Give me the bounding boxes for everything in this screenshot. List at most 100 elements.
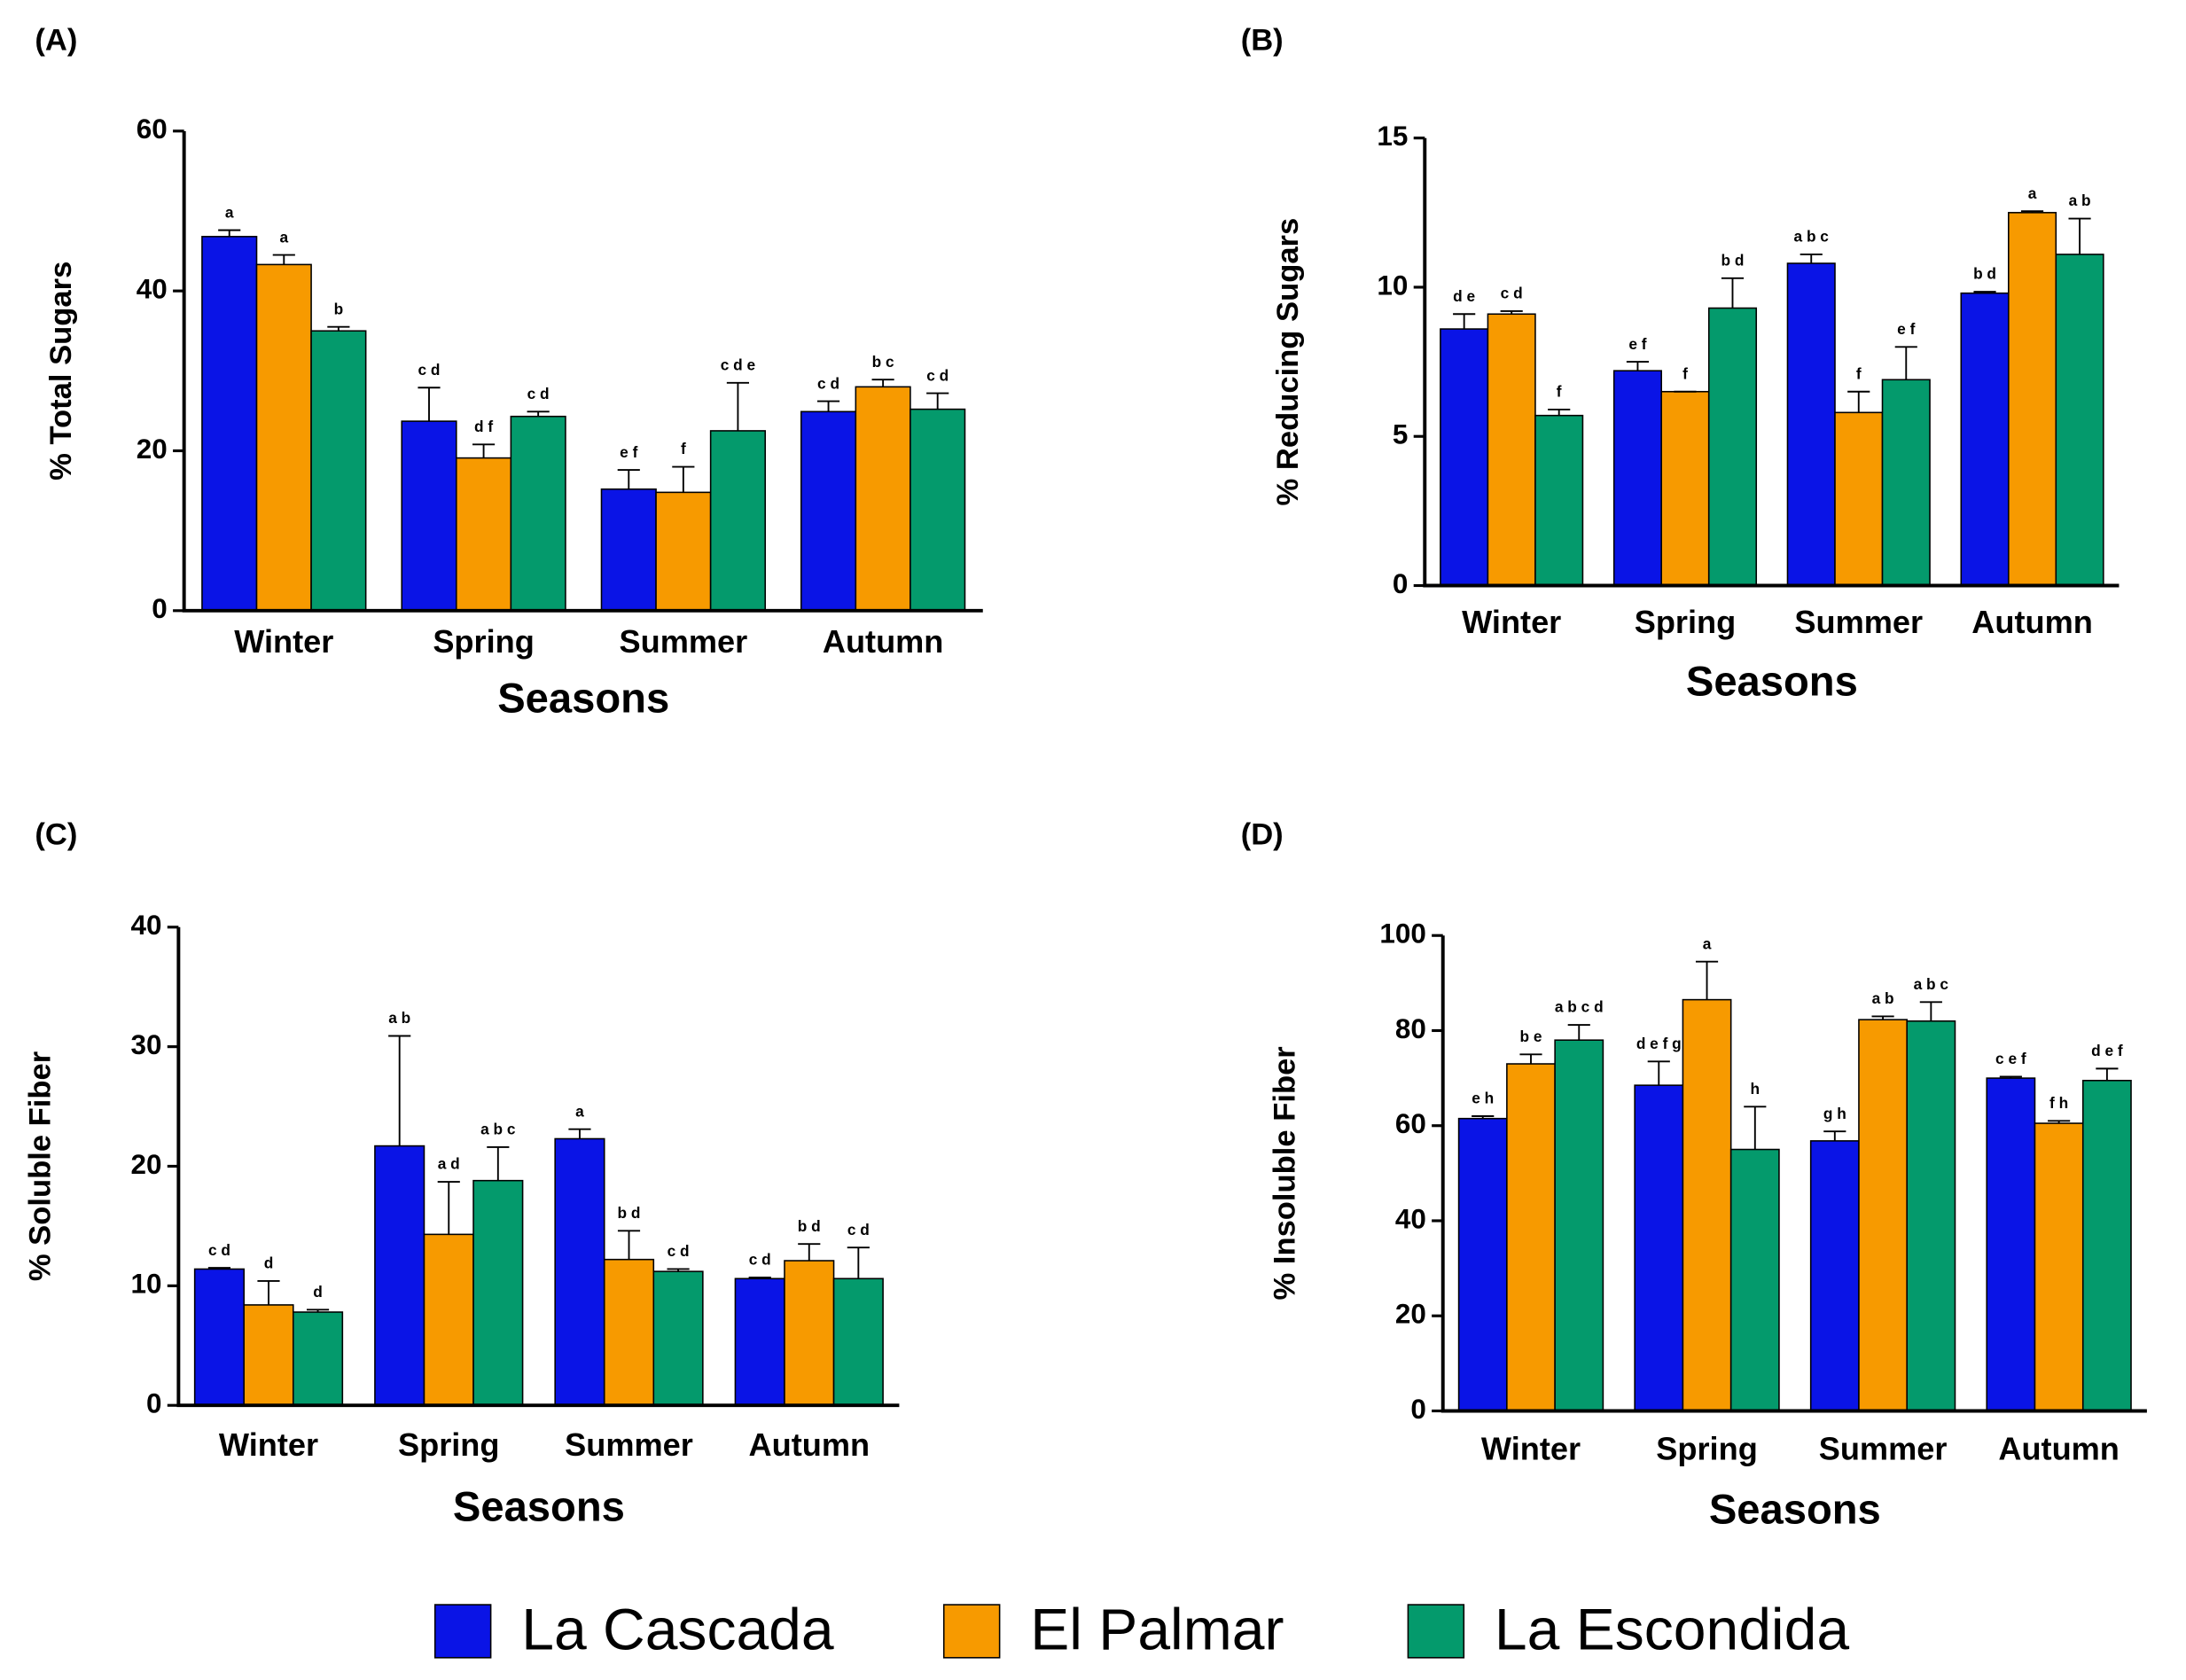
bar xyxy=(554,1137,605,1406)
x-tick-label: Winter xyxy=(1462,604,1561,640)
axes xyxy=(1423,137,2120,588)
bar xyxy=(1457,1117,1508,1412)
significance-letter: b d xyxy=(1973,265,1996,283)
x-tick-label: Winter xyxy=(1481,1431,1581,1467)
significance-letter: c d xyxy=(926,366,949,384)
bar xyxy=(201,236,258,612)
bar xyxy=(455,457,512,612)
bar xyxy=(1534,414,1584,587)
x-tick-label: Summer xyxy=(565,1426,693,1463)
significance-letter: a b c d xyxy=(1555,998,1604,1016)
y-tick-label: 100 xyxy=(1379,918,1425,949)
significance-letter: c d xyxy=(668,1242,690,1260)
error-bar xyxy=(1919,1001,1942,1021)
y-axis-title: % Total Sugars xyxy=(44,262,78,481)
legend-swatch xyxy=(1407,1604,1465,1659)
error-bar xyxy=(1548,408,1571,416)
x-tick-label: Autumn xyxy=(1998,1431,2120,1467)
error-bar xyxy=(1823,1130,1846,1141)
significance-letter: f h xyxy=(2049,1094,2068,1112)
significance-letter: b d xyxy=(618,1204,641,1222)
error-bar xyxy=(2096,1067,2119,1081)
error-bar xyxy=(1500,309,1523,315)
panel-label: (D) xyxy=(1241,818,1284,852)
error-bar xyxy=(1721,277,1745,309)
significance-letter: c d xyxy=(847,1221,870,1239)
significance-letter: a b c xyxy=(480,1121,516,1138)
bar xyxy=(2055,254,2104,587)
panel-label: (C) xyxy=(35,818,77,852)
error-bar xyxy=(1847,390,1870,413)
bar xyxy=(910,408,966,612)
y-tick-label: 0 xyxy=(146,1388,161,1419)
significance-letter: b c xyxy=(872,353,894,371)
significance-letter: a b c xyxy=(1794,228,1830,246)
bar xyxy=(2034,1122,2084,1412)
bar xyxy=(1660,390,1710,587)
significance-letter: c d xyxy=(208,1241,230,1259)
legend-label: La Cascada xyxy=(521,1597,834,1662)
bar xyxy=(374,1145,425,1406)
x-axis-title: Seasons xyxy=(1686,658,1858,705)
y-tick-label: 0 xyxy=(1393,568,1408,599)
significance-letter: a xyxy=(2028,184,2037,202)
y-tick-label: 10 xyxy=(1377,270,1408,301)
bar xyxy=(652,1270,704,1406)
significance-letter: d e f xyxy=(2091,1042,2123,1059)
bar xyxy=(423,1233,474,1406)
error-bar xyxy=(816,400,840,412)
error-bar xyxy=(847,1246,870,1279)
x-tick-label: Winter xyxy=(234,623,333,660)
y-tick-label: 40 xyxy=(1395,1203,1426,1234)
x-tick-label: Autumn xyxy=(748,1426,870,1463)
significance-letter: b xyxy=(334,300,344,317)
y-tick-label: 40 xyxy=(131,910,162,941)
error-bar xyxy=(926,392,949,410)
significance-letter: b d xyxy=(798,1217,821,1235)
x-axis-title: Seasons xyxy=(497,674,669,721)
y-tick-label: 10 xyxy=(131,1269,162,1300)
bar xyxy=(1554,1039,1604,1412)
significance-letter: c d xyxy=(1501,285,1523,302)
y-axis-title: % Soluble Fiber xyxy=(23,1051,57,1281)
bar xyxy=(1506,1063,1556,1412)
bar xyxy=(1440,328,1489,587)
bar xyxy=(193,1268,246,1406)
bar xyxy=(855,386,911,612)
significance-letter: d f xyxy=(474,418,493,435)
error-bar xyxy=(568,1128,591,1139)
significance-letter: a b xyxy=(388,1009,410,1027)
y-tick-label: 0 xyxy=(1410,1394,1425,1425)
error-bar xyxy=(1894,346,1917,380)
error-bar xyxy=(1567,1024,1590,1041)
significance-letter: a xyxy=(1703,934,1712,952)
error-bar xyxy=(472,443,496,458)
significance-letter: d e xyxy=(1453,287,1475,305)
significance-letter: a xyxy=(225,203,234,221)
significance-letter: c e f xyxy=(1995,1050,2026,1067)
legend-swatch xyxy=(433,1604,492,1659)
bar xyxy=(510,415,566,612)
error-bar xyxy=(1695,960,1719,1000)
bar xyxy=(1729,1148,1780,1412)
error-bar xyxy=(272,254,295,265)
x-axis-title: Seasons xyxy=(1709,1486,1881,1533)
bar xyxy=(1858,1019,1909,1412)
bar xyxy=(472,1179,524,1406)
y-tick-label: 60 xyxy=(1395,1108,1426,1139)
bar xyxy=(2008,212,2057,587)
significance-letter: b e xyxy=(1520,1028,1542,1045)
error-bar xyxy=(2068,217,2091,254)
error-bar xyxy=(418,387,441,422)
significance-letter: f xyxy=(1682,364,1688,382)
bar xyxy=(243,1304,294,1406)
axes xyxy=(182,130,983,613)
y-tick-label: 60 xyxy=(137,113,168,145)
error-bar xyxy=(527,410,550,417)
x-tick-label: Spring xyxy=(1635,604,1737,640)
x-tick-label: Summer xyxy=(1819,1431,1948,1467)
x-tick-label: Spring xyxy=(433,623,535,660)
bar xyxy=(401,420,457,612)
y-tick-label: 80 xyxy=(1395,1013,1426,1044)
significance-letter: d xyxy=(313,1283,323,1301)
